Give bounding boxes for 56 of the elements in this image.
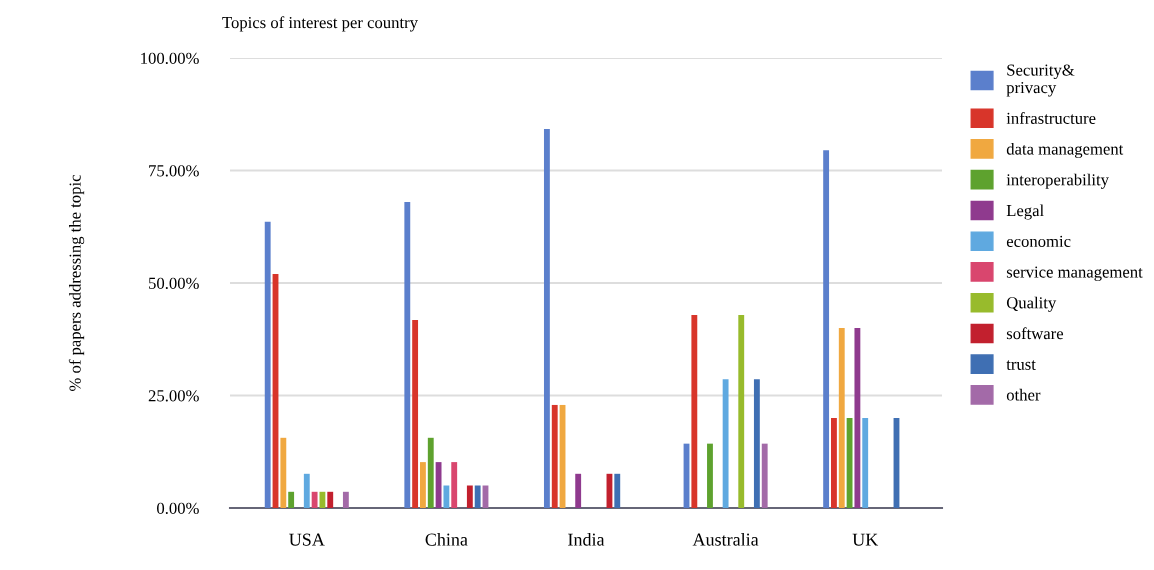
bar	[846, 418, 853, 508]
legend-label: Security& privacy	[1006, 64, 1075, 97]
bar	[707, 443, 713, 508]
bar	[319, 491, 326, 508]
bar	[420, 462, 426, 508]
legend-label: Quality	[1006, 296, 1057, 312]
bar	[288, 491, 295, 508]
legend-label: data management	[1006, 142, 1124, 159]
y-axis-title: % of papers addressing the topic	[68, 174, 85, 391]
bar	[451, 462, 458, 508]
bar	[264, 221, 271, 508]
y-tick-label: 50.00%	[149, 277, 199, 290]
x-tick-label: China	[425, 533, 468, 546]
y-tick-label: 0.00%	[157, 502, 199, 515]
x-tick-label: Australia	[692, 533, 759, 546]
bar	[575, 473, 582, 508]
x-tick-label: USA	[289, 533, 325, 546]
bar	[303, 473, 310, 508]
y-tick-label: 100.00%	[141, 52, 199, 65]
bar	[823, 150, 830, 508]
bar	[738, 314, 745, 508]
y-tick-label: 75.00%	[149, 165, 199, 177]
legend-label: other	[1006, 388, 1041, 401]
bar	[722, 379, 729, 508]
bar	[435, 462, 442, 508]
chart-title: Topics of interest per country	[222, 16, 418, 32]
x-tick-label: India	[568, 533, 605, 546]
bar	[427, 437, 434, 508]
bar	[691, 314, 698, 508]
bar	[753, 379, 760, 508]
bar	[862, 418, 869, 508]
bar	[327, 491, 334, 508]
legend-label: service management	[1006, 266, 1143, 282]
bar	[311, 491, 318, 508]
bar	[761, 443, 768, 508]
bar	[831, 418, 837, 508]
bar	[466, 485, 473, 508]
bar	[404, 202, 411, 508]
legend-label: Legal	[1006, 204, 1044, 220]
x-tick-label: UK	[852, 533, 879, 546]
legend-label: infrastructure	[1006, 112, 1096, 124]
bar	[443, 485, 450, 508]
y-tick-label: 25.00%	[148, 390, 199, 402]
bar	[342, 491, 349, 508]
bar	[412, 319, 419, 508]
bar	[838, 328, 845, 508]
bar	[474, 485, 481, 508]
bar	[854, 328, 861, 508]
legend-label: economic	[1006, 235, 1071, 247]
bar	[543, 129, 550, 508]
legend-label: trust	[1006, 360, 1036, 370]
bar	[280, 437, 287, 508]
legend-label: software	[1006, 327, 1064, 340]
legend-label: interoperability	[1006, 173, 1109, 189]
bar	[551, 404, 558, 508]
bar	[614, 473, 621, 508]
